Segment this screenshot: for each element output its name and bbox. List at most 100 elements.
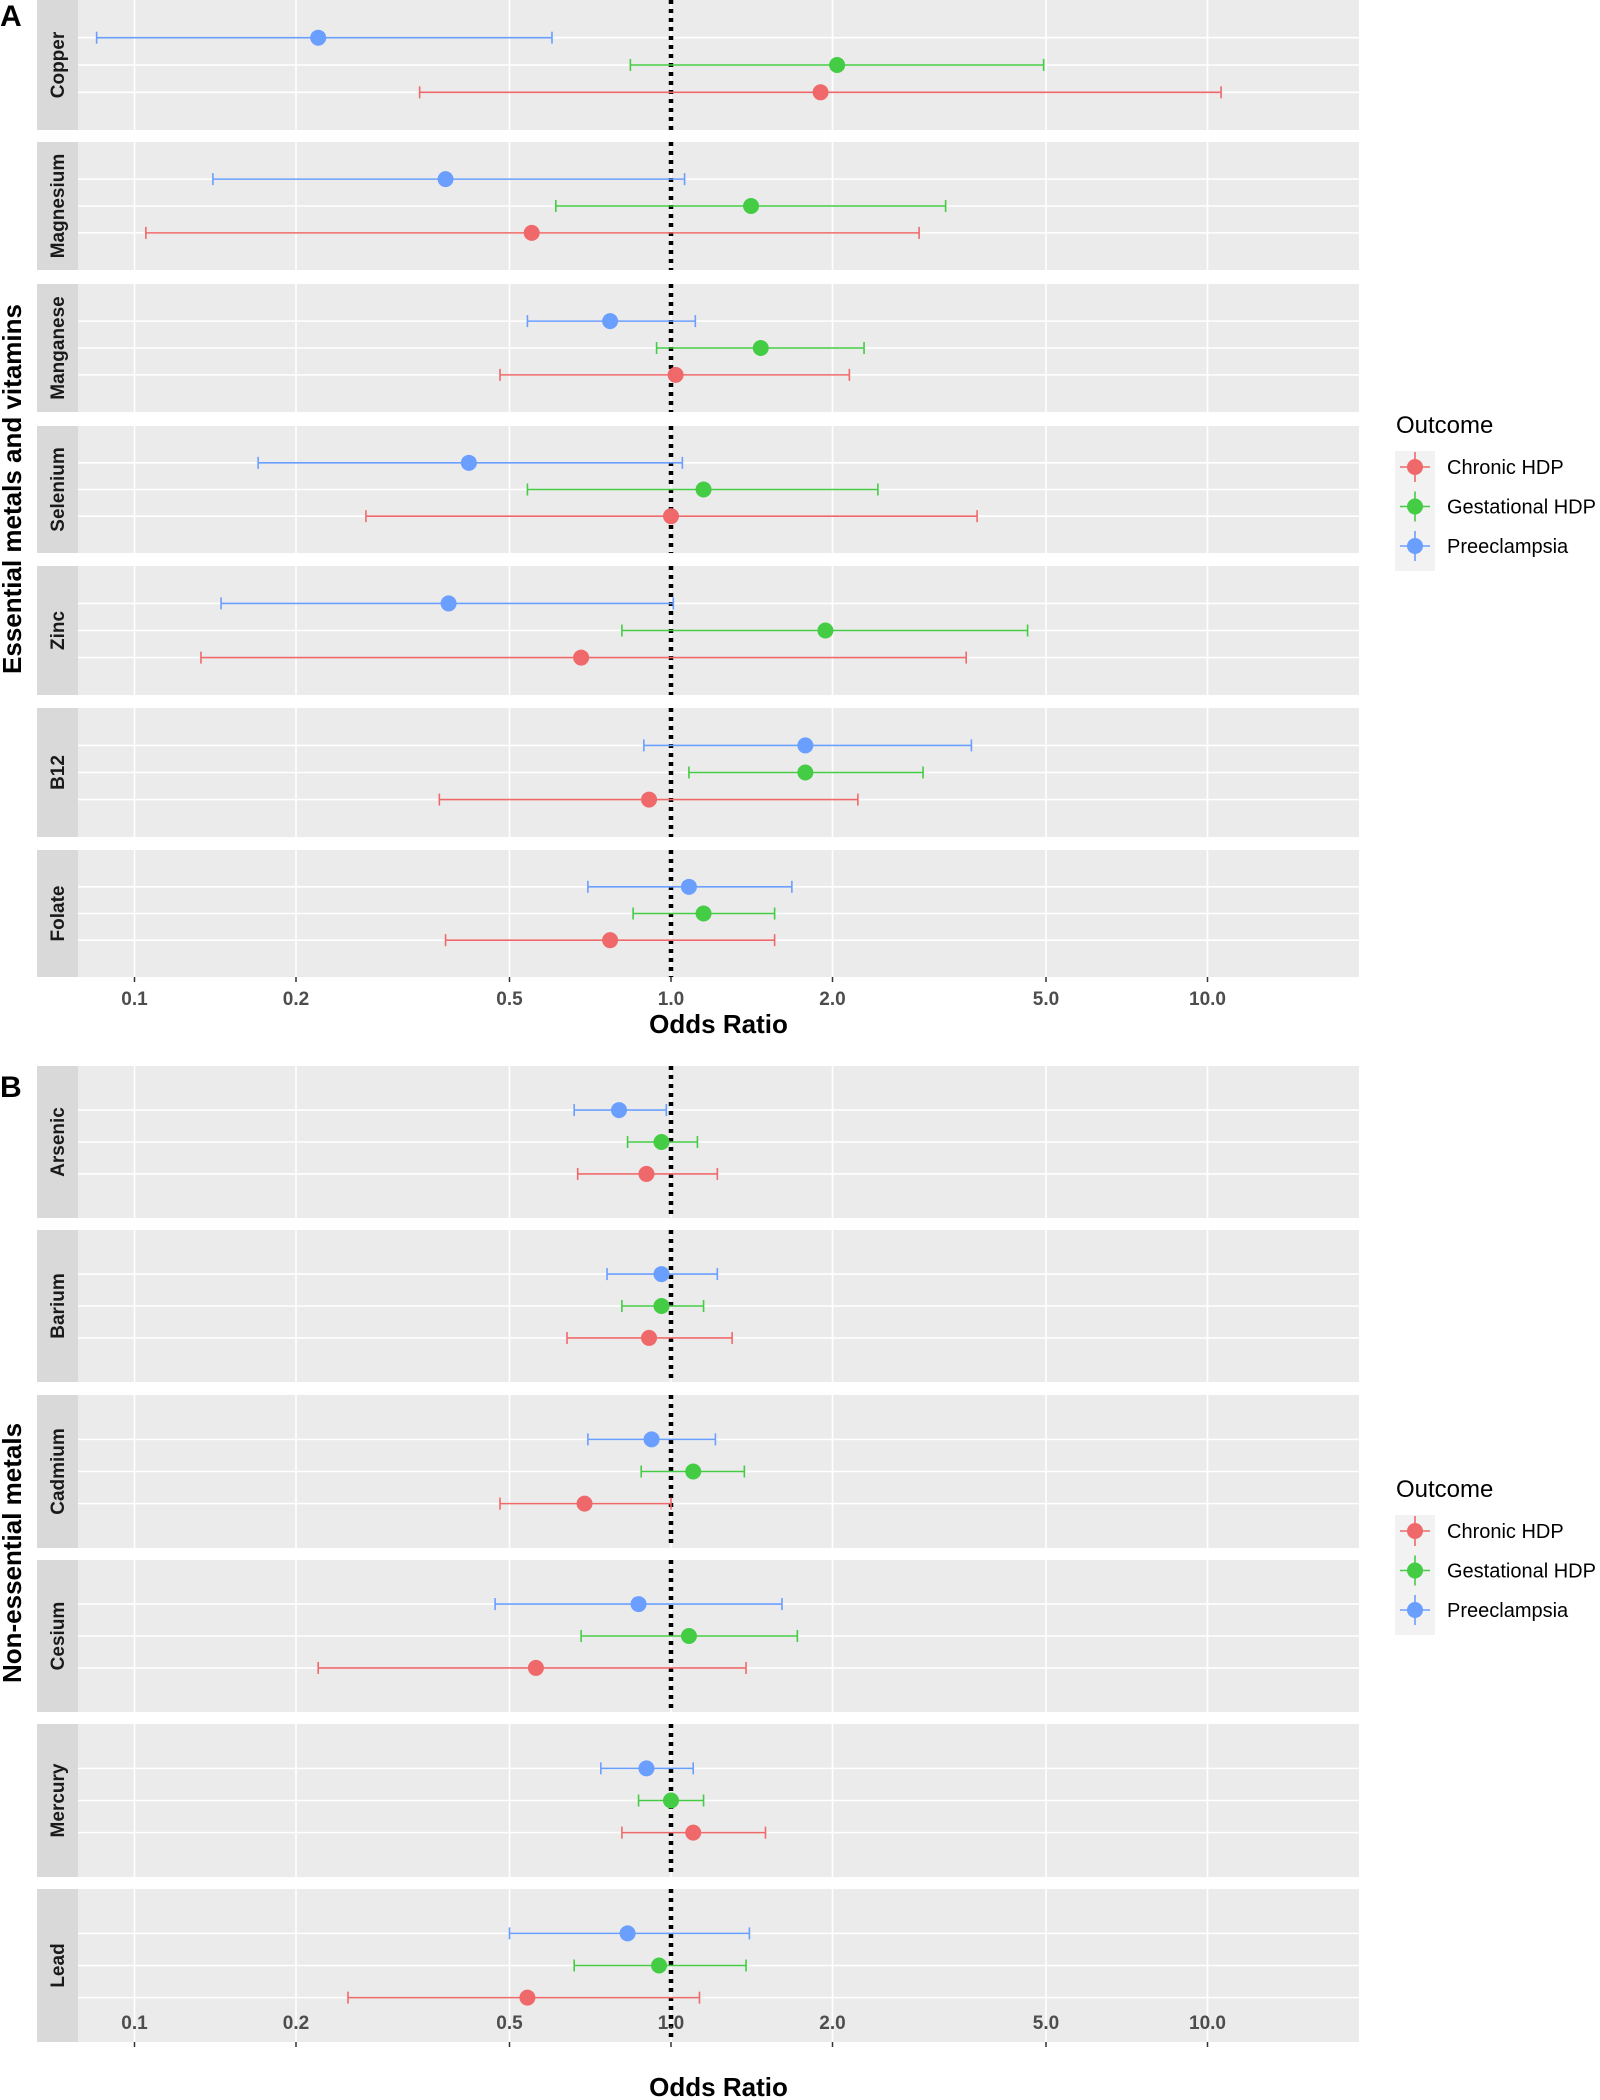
point-estimate xyxy=(797,764,814,781)
x-tick-label: 1.0 xyxy=(658,989,684,1010)
point-estimate xyxy=(695,481,712,498)
x-tick-label: 5.0 xyxy=(1033,2013,1059,2034)
estimate-gestational-hdp xyxy=(526,481,879,498)
estimate-preeclampsia xyxy=(526,313,697,330)
x-tick-label: 10.0 xyxy=(1189,2013,1226,2034)
estimate-preeclampsia xyxy=(606,1266,719,1283)
legend-label: Preeclampsia xyxy=(1447,536,1569,558)
point-estimate xyxy=(667,366,684,383)
facet-strip xyxy=(37,1066,78,1218)
point-estimate xyxy=(641,791,658,808)
legend-label: Chronic HDP xyxy=(1447,457,1564,479)
facet-manganese: Manganese xyxy=(37,284,1359,412)
x-tick-label: 10.0 xyxy=(1189,989,1226,1010)
estimate-preeclampsia xyxy=(212,171,686,188)
point-estimate xyxy=(743,198,760,214)
legend: Outcome Chronic HDP Gestational HDP Preecla… xyxy=(1395,1476,1596,1635)
legend-label: Preeclampsia xyxy=(1447,1600,1569,1622)
facet-strip xyxy=(37,850,78,977)
facet-label: Cadmium xyxy=(48,1428,69,1515)
estimate-chronic-hdp xyxy=(444,932,776,949)
point-estimate xyxy=(437,171,454,188)
legend-label: Gestational HDP xyxy=(1447,1561,1596,1583)
estimate-gestational-hdp xyxy=(555,198,947,214)
facet-strip xyxy=(37,566,78,695)
estimate-preeclampsia xyxy=(220,595,675,612)
point-estimate xyxy=(653,1134,670,1150)
facet-label: Zinc xyxy=(48,611,69,650)
estimate-gestational-hdp xyxy=(626,1134,699,1150)
point-estimate xyxy=(523,224,540,241)
estimate-preeclampsia xyxy=(643,737,973,754)
estimate-gestational-hdp xyxy=(632,905,776,922)
legend: Outcome Chronic HDP Gestational HDP Preecla… xyxy=(1395,412,1596,571)
facet-copper: Copper xyxy=(37,0,1359,130)
legend-item-gestational-hdp: Gestational HDP xyxy=(1400,491,1596,522)
facet-label: Cesium xyxy=(48,1602,69,1671)
facet-arsenic: Arsenic xyxy=(37,1066,1359,1218)
estimate-gestational-hdp xyxy=(688,764,924,781)
estimate-chronic-hdp xyxy=(347,1989,701,2006)
facet-barium: Barium xyxy=(37,1230,1359,1382)
facet-zinc: Zinc xyxy=(37,566,1359,695)
panel-B: B Non-essential metals Arsenic Barium Cadmiu… xyxy=(0,1066,1596,2100)
point-estimate xyxy=(663,1792,679,1809)
facet-label: B12 xyxy=(48,755,69,790)
facet-magnesium: Magnesium xyxy=(37,142,1359,270)
x-tick-label: 0.2 xyxy=(283,989,309,1010)
estimate-gestational-hdp xyxy=(621,622,1029,639)
facet-strip xyxy=(37,1230,78,1382)
x-tick-label: 0.1 xyxy=(121,2013,148,2034)
facet-strip xyxy=(37,1889,78,2042)
point-estimate xyxy=(611,1102,628,1119)
point-estimate xyxy=(440,595,457,612)
point-estimate xyxy=(695,905,712,922)
facet-cadmium: Cadmium xyxy=(37,1395,1359,1548)
point-estimate xyxy=(680,1628,697,1644)
estimate-chronic-hdp xyxy=(365,508,978,525)
point-estimate xyxy=(460,454,477,471)
point-estimate xyxy=(638,1760,655,1777)
legend-label: Chronic HDP xyxy=(1447,1521,1564,1543)
facet-label: Manganese xyxy=(48,296,69,399)
legend-label: Gestational HDP xyxy=(1447,497,1596,519)
legend-key-point xyxy=(1407,1602,1423,1618)
x-axis-title: Odds Ratio xyxy=(649,1009,788,1039)
facet-label: Arsenic xyxy=(48,1107,69,1177)
point-estimate xyxy=(310,29,327,46)
point-estimate xyxy=(619,1925,636,1942)
estimate-chronic-hdp xyxy=(621,1824,767,1841)
x-tick-label: 0.1 xyxy=(121,989,148,1010)
estimate-preeclampsia xyxy=(600,1760,695,1777)
point-estimate xyxy=(641,1329,658,1346)
estimate-chronic-hdp xyxy=(499,1495,672,1512)
point-estimate xyxy=(685,1463,702,1480)
estimate-preeclampsia xyxy=(494,1596,783,1613)
facet-label: Mercury xyxy=(48,1763,69,1837)
facet-strip xyxy=(37,142,78,270)
facet-mercury: Mercury xyxy=(37,1724,1359,1877)
facet-cesium: Cesium xyxy=(37,1560,1359,1712)
estimate-preeclampsia xyxy=(508,1925,751,1942)
panel-tag: B xyxy=(0,1071,22,1104)
point-estimate xyxy=(638,1165,655,1182)
point-estimate xyxy=(817,622,834,639)
x-tick-label: 2.0 xyxy=(819,989,845,1010)
estimate-chronic-hdp xyxy=(566,1329,733,1346)
x-tick-label: 5.0 xyxy=(1033,989,1059,1010)
facet-strip xyxy=(37,0,78,130)
facet-selenium: Selenium xyxy=(37,426,1359,553)
legend-title: Outcome xyxy=(1396,1476,1493,1503)
panel-A: A Essential metals and vitamins Copper Magn… xyxy=(0,0,1596,1039)
legend-key-point xyxy=(1407,459,1423,475)
point-estimate xyxy=(752,340,769,356)
point-estimate xyxy=(573,649,590,666)
point-estimate xyxy=(630,1596,647,1613)
estimate-chronic-hdp xyxy=(438,791,859,808)
facet-label: Barium xyxy=(48,1273,69,1338)
legend-key-point xyxy=(1407,1523,1423,1539)
facet-strip xyxy=(37,1560,78,1712)
point-estimate xyxy=(602,313,619,330)
point-estimate xyxy=(643,1431,660,1448)
